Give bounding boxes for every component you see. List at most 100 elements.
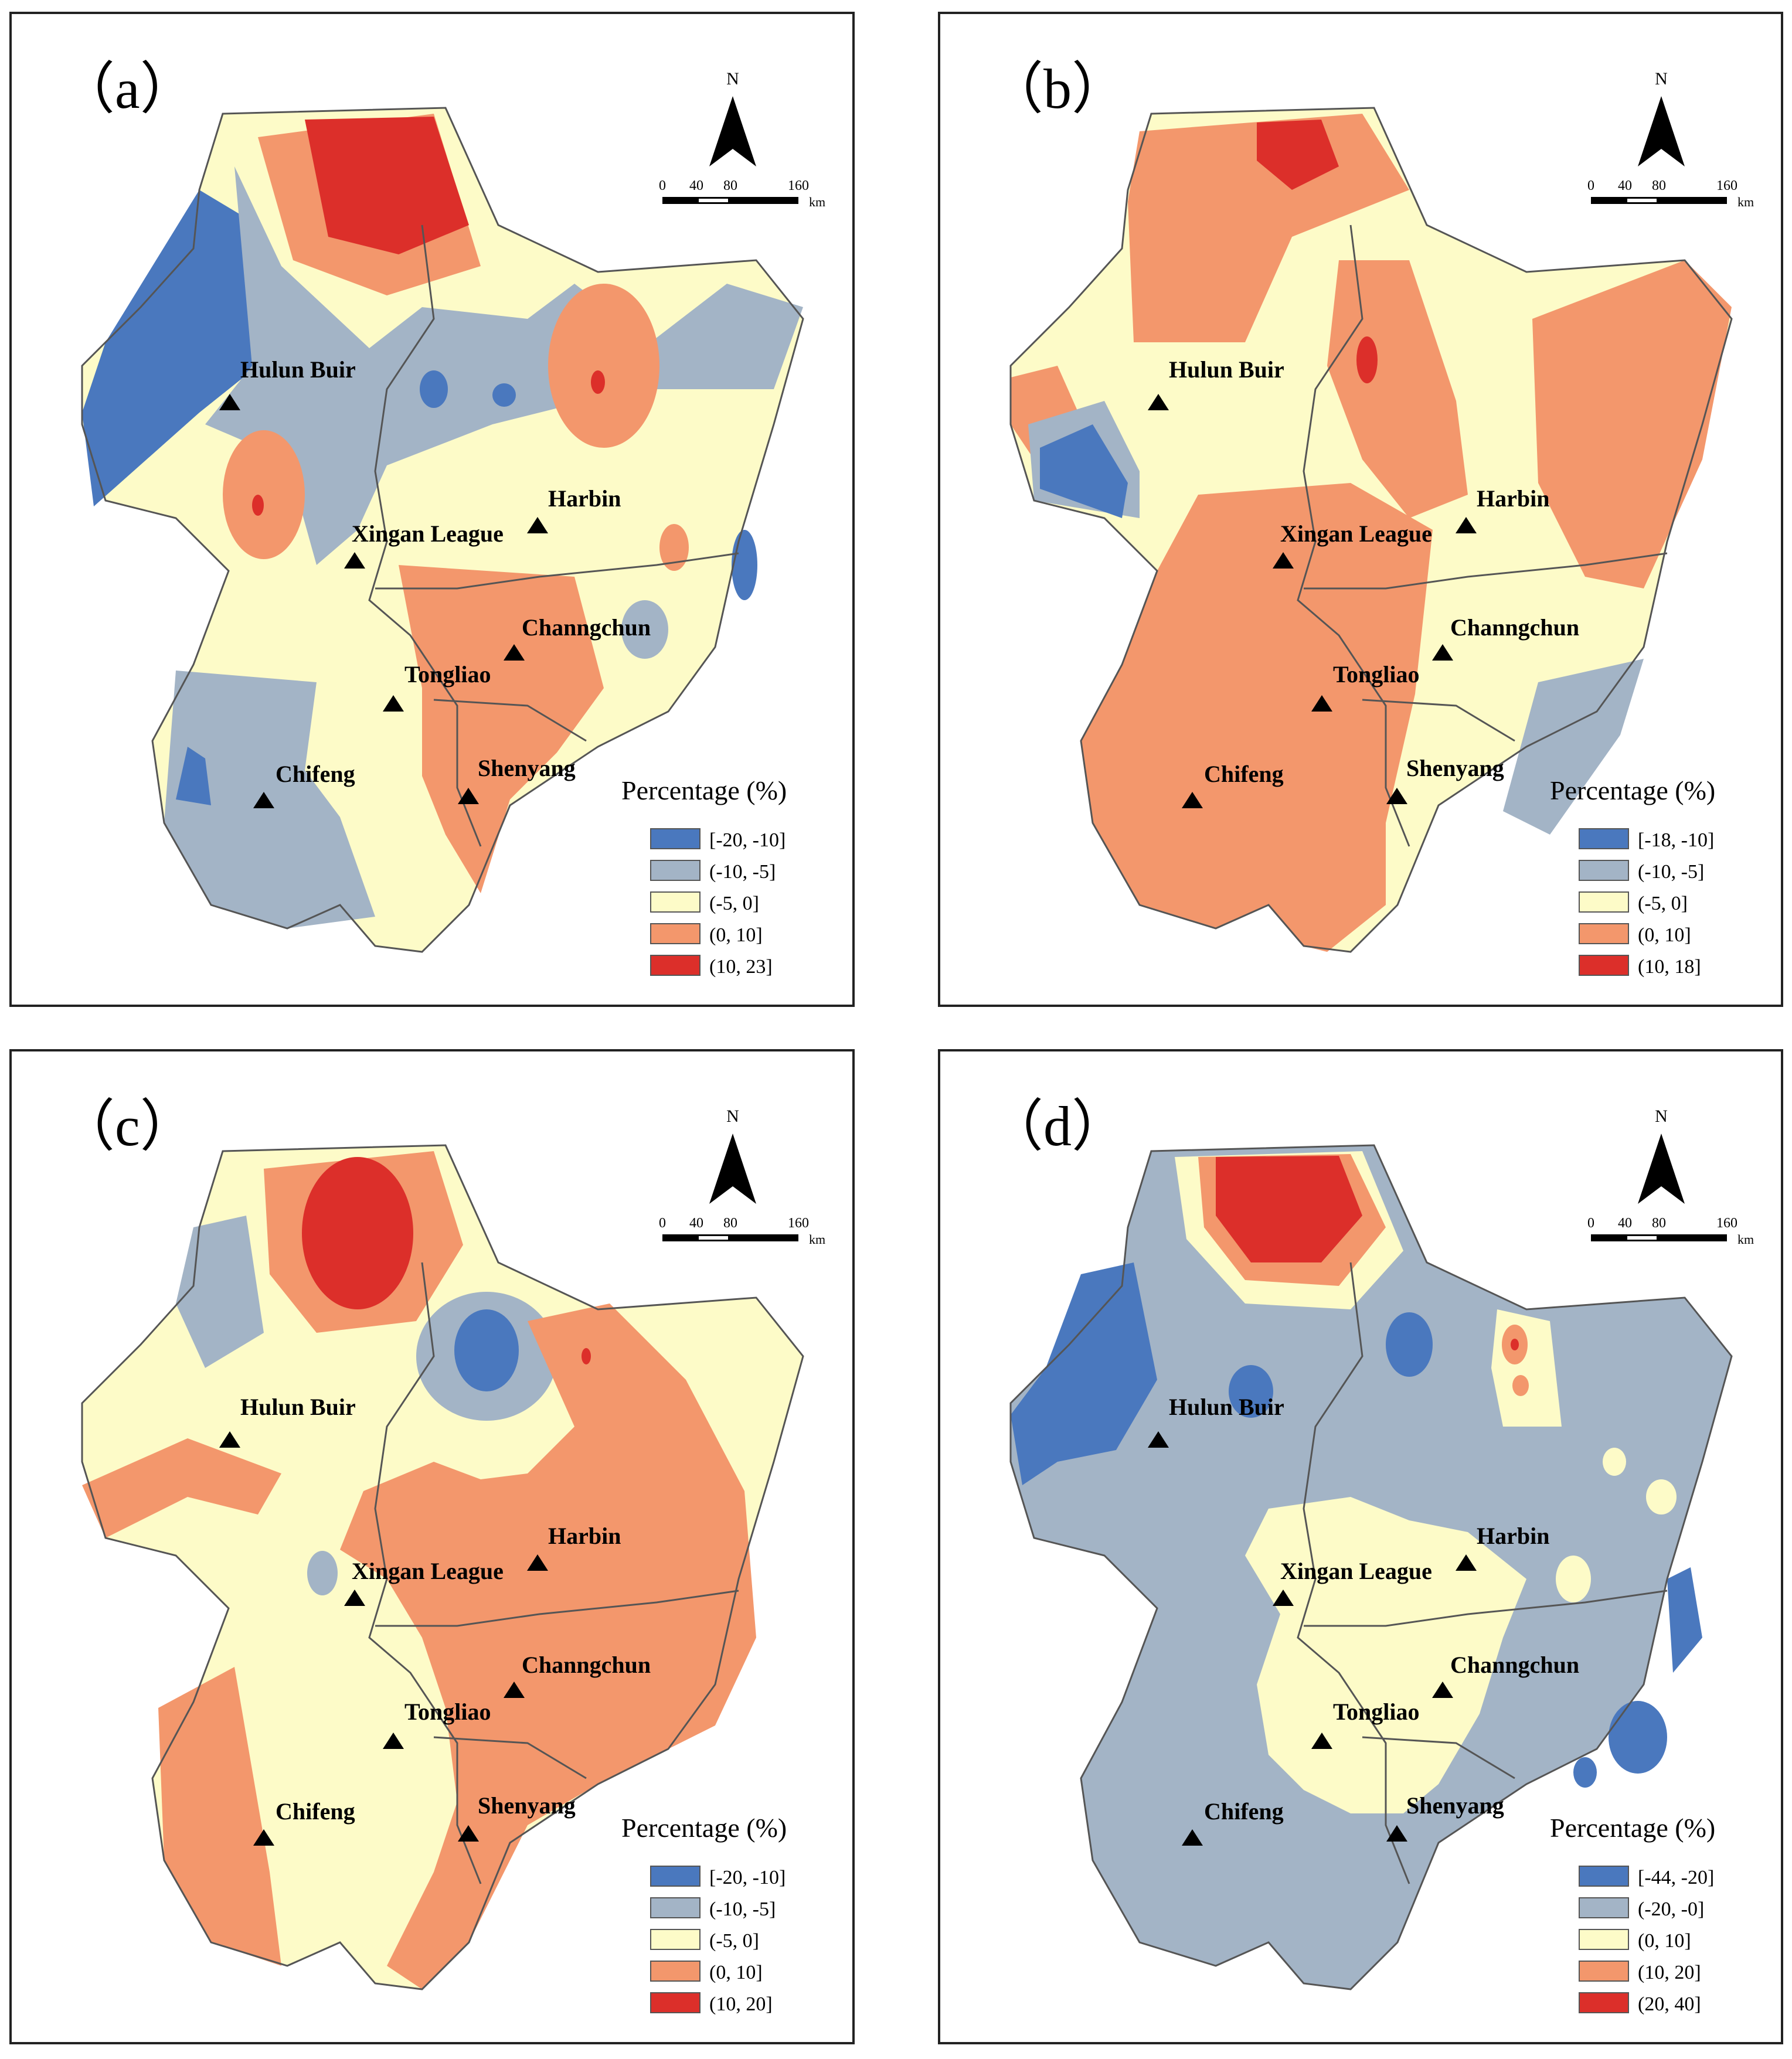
svg-text:Chifeng: Chifeng bbox=[1204, 1798, 1284, 1825]
map-d: N 0 40 80 160 km （d） Percentage (%) [-44… bbox=[987, 1095, 1754, 2015]
legend-title: Percentage (%) bbox=[1550, 775, 1715, 805]
map-panel-b: N 0 40 80 160 km （b） Percentage (%) [-18… bbox=[938, 12, 1783, 1007]
city-label-hulun-buir: Hulun Buir bbox=[240, 356, 356, 383]
city-marker-icon bbox=[504, 1682, 525, 1698]
city-markers: Hulun Buir Harbin Xingan League Channgch… bbox=[219, 356, 651, 808]
svg-text:80: 80 bbox=[1652, 1216, 1666, 1231]
svg-text:Channgchun: Channgchun bbox=[1450, 614, 1579, 641]
svg-text:80: 80 bbox=[1652, 178, 1666, 193]
svg-text:km: km bbox=[809, 1232, 825, 1247]
city-marker-icon bbox=[1386, 788, 1407, 804]
panel-label: （d） bbox=[987, 1095, 1128, 1158]
svg-text:Shenyang: Shenyang bbox=[1406, 755, 1504, 781]
city-marker-icon bbox=[458, 1825, 479, 1842]
panel-label: （c） bbox=[59, 1095, 196, 1158]
svg-text:160: 160 bbox=[1716, 1216, 1737, 1231]
svg-text:0: 0 bbox=[1587, 178, 1594, 193]
svg-text:(-5, 0]: (-5, 0] bbox=[709, 893, 759, 914]
legend: [-44, -20] (-20, -0] (0, 10] (10, 20] (2… bbox=[1579, 1866, 1714, 2015]
scale-bar: 0 40 80 160 km bbox=[1587, 178, 1754, 209]
city-marker-icon bbox=[504, 644, 525, 661]
svg-text:Chifeng: Chifeng bbox=[1204, 761, 1284, 787]
city-marker-icon bbox=[219, 394, 240, 410]
svg-text:160: 160 bbox=[1716, 178, 1737, 193]
svg-text:80: 80 bbox=[723, 178, 737, 193]
legend: [-20, -10] (-10, -5] (-5, 0] (0, 10] (10… bbox=[650, 1866, 786, 2015]
legend-title: Percentage (%) bbox=[621, 1813, 787, 1843]
city-markers: Hulun Buir Harbin Xingan League Channgch… bbox=[1148, 1394, 1579, 1846]
svg-text:km: km bbox=[809, 195, 825, 209]
svg-text:[-18, -10]: [-18, -10] bbox=[1638, 829, 1714, 851]
svg-text:Xingan League: Xingan League bbox=[1280, 1558, 1432, 1584]
svg-text:(10, 20]: (10, 20] bbox=[709, 1993, 773, 2015]
city-marker-icon bbox=[253, 792, 274, 808]
svg-text:0: 0 bbox=[1587, 1216, 1594, 1231]
map-panel-c: N 0 40 80 160 km （c） Percentage (%) [-20… bbox=[9, 1049, 855, 2044]
svg-text:(10, 23]: (10, 23] bbox=[709, 956, 773, 978]
svg-text:(0, 10]: (0, 10] bbox=[709, 924, 763, 946]
map-c: N 0 40 80 160 km （c） Percentage (%) [-20… bbox=[59, 1095, 825, 2015]
svg-text:160: 160 bbox=[788, 1216, 809, 1231]
svg-text:[-20, -10]: [-20, -10] bbox=[709, 829, 786, 851]
svg-text:(-5, 0]: (-5, 0] bbox=[709, 1930, 759, 1952]
svg-text:Harbin: Harbin bbox=[1477, 1523, 1549, 1549]
city-marker-icon bbox=[1273, 1590, 1294, 1606]
svg-text:Tongliao: Tongliao bbox=[1333, 661, 1419, 688]
compass-letter: N bbox=[726, 69, 739, 89]
city-marker-icon bbox=[458, 788, 479, 804]
svg-text:Hulun Buir: Hulun Buir bbox=[1169, 356, 1284, 383]
north-arrow-icon bbox=[709, 1134, 756, 1204]
map-panel-a: N 0 40 80 160 km （a） Percentage (%) [-20… bbox=[9, 12, 855, 1007]
city-label-tongliao: Tongliao bbox=[404, 661, 491, 688]
svg-text:(20, 40]: (20, 40] bbox=[1638, 1993, 1701, 2015]
svg-text:(-5, 0]: (-5, 0] bbox=[1638, 893, 1688, 914]
city-marker-icon bbox=[344, 552, 365, 569]
svg-text:[-44, -20]: [-44, -20] bbox=[1638, 1867, 1714, 1888]
city-marker-icon bbox=[383, 1733, 404, 1749]
svg-text:km: km bbox=[1737, 1232, 1754, 1247]
north-arrow-icon bbox=[709, 96, 756, 166]
svg-text:(0, 10]: (0, 10] bbox=[1638, 1930, 1691, 1952]
map-a: N 0 40 80 160 km （a） Percentage (%) [-20… bbox=[59, 57, 825, 978]
city-marker-icon bbox=[1432, 644, 1453, 661]
svg-text:N: N bbox=[1655, 69, 1668, 89]
svg-text:0: 0 bbox=[659, 178, 666, 193]
city-marker-icon bbox=[1386, 1825, 1407, 1842]
map-panel-d: N 0 40 80 160 km （d） Percentage (%) [-44… bbox=[938, 1049, 1783, 2044]
svg-text:Tongliao: Tongliao bbox=[1333, 1699, 1419, 1725]
city-marker-icon bbox=[383, 695, 404, 712]
scale-bar: 0 40 80 160 km bbox=[659, 178, 825, 209]
svg-text:(-10, -5]: (-10, -5] bbox=[709, 1898, 776, 1920]
svg-text:Shenyang: Shenyang bbox=[478, 1792, 576, 1819]
city-marker-icon bbox=[253, 1829, 274, 1846]
city-marker-icon bbox=[344, 1590, 365, 1606]
legend: [-20, -10] (-10, -5] (-5, 0] (0, 10] (10… bbox=[650, 828, 786, 978]
panel-label: （b） bbox=[987, 57, 1128, 120]
scale-bar: 0 40 80 160 km bbox=[1587, 1216, 1754, 1247]
svg-text:(-10, -5]: (-10, -5] bbox=[709, 861, 776, 883]
svg-text:km: km bbox=[1737, 195, 1754, 209]
svg-text:Chifeng: Chifeng bbox=[276, 1798, 355, 1825]
svg-text:0: 0 bbox=[659, 1216, 666, 1231]
svg-text:(10, 18]: (10, 18] bbox=[1638, 956, 1701, 978]
svg-text:Harbin: Harbin bbox=[548, 1523, 621, 1549]
svg-text:160: 160 bbox=[788, 178, 809, 193]
city-marker-icon bbox=[527, 517, 548, 533]
svg-text:Tongliao: Tongliao bbox=[404, 1699, 491, 1725]
svg-text:40: 40 bbox=[689, 178, 703, 193]
svg-text:Channgchun: Channgchun bbox=[522, 1652, 651, 1678]
city-marker-icon bbox=[1148, 394, 1169, 410]
admin-boundaries bbox=[81, 107, 804, 953]
city-marker-icon bbox=[1311, 1733, 1332, 1749]
svg-text:40: 40 bbox=[1618, 1216, 1632, 1231]
svg-text:80: 80 bbox=[723, 1216, 737, 1231]
svg-text:40: 40 bbox=[689, 1216, 703, 1231]
city-marker-icon bbox=[1182, 792, 1203, 808]
svg-text:[-20, -10]: [-20, -10] bbox=[709, 1867, 786, 1888]
compass: N bbox=[709, 69, 756, 166]
legend: [-18, -10] (-10, -5] (-5, 0] (0, 10] (10… bbox=[1579, 828, 1714, 978]
city-marker-icon bbox=[219, 1431, 240, 1448]
city-marker-icon bbox=[1432, 1682, 1453, 1698]
svg-text:Hulun Buir: Hulun Buir bbox=[240, 1394, 356, 1420]
city-label-channgchun: Channgchun bbox=[522, 614, 651, 641]
